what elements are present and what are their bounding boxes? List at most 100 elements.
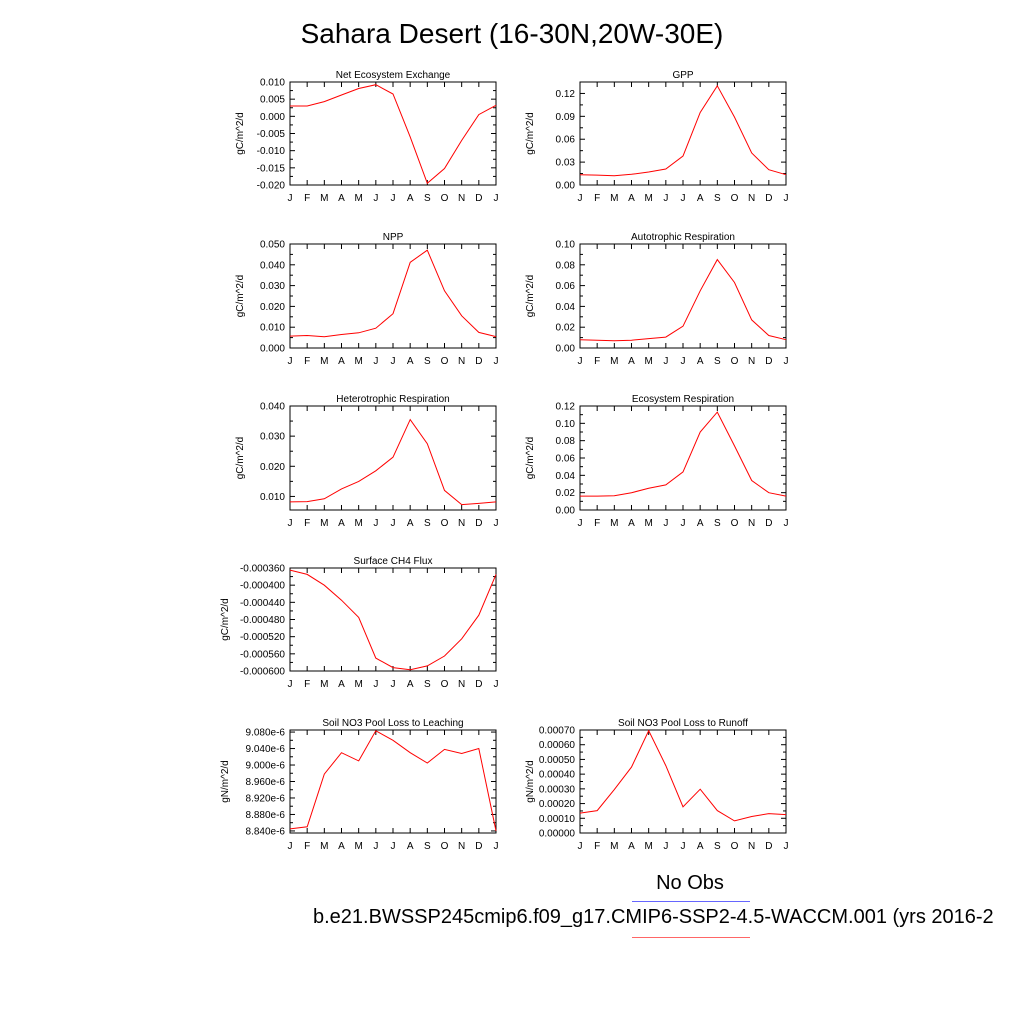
x-tick-label: M [644,356,652,367]
x-tick-label: S [424,518,431,529]
x-tick-label: O [731,356,739,367]
legend-model-line [632,937,750,938]
x-tick-label: M [354,356,362,367]
y-tick-label: 9.080e-6 [246,728,286,739]
y-axis-label: gN/m^2/d [525,760,536,803]
legend-model-label: b.e21.BWSSP245cmip6.f09_g17.CMIP6-SSP2-4… [313,906,994,928]
x-tick-label: O [731,518,739,529]
x-tick-label: A [407,356,414,367]
x-tick-label: M [610,518,618,529]
plot-frame [579,81,787,186]
x-tick-label: J [373,193,378,204]
plot-frame [579,243,787,349]
x-tick-label: A [628,193,635,204]
plot-frame [289,81,497,186]
y-tick-label: 0.00 [556,344,576,355]
plot-frame [579,405,787,511]
series-line [289,730,497,832]
plot-frame [289,729,497,834]
x-tick-label: J [288,356,293,367]
x-tick-label: A [697,841,704,852]
plot-frame [579,729,787,834]
x-tick-label: J [494,841,499,852]
y-tick-label: 0.020 [260,462,285,473]
y-tick-label: -0.000480 [240,615,285,626]
y-axis-label: gC/m^2/d [235,275,246,318]
x-tick-label: M [320,356,328,367]
y-tick-label: 9.040e-6 [246,744,286,755]
x-tick-label: J [663,841,668,852]
panel-title: Heterotrophic Respiration [336,394,449,405]
panel-title: Surface CH4 Flux [354,556,433,567]
figure-title: Sahara Desert (16-30N,20W-30E) [300,18,724,49]
x-tick-label: O [441,841,449,852]
plot-frame [289,243,497,349]
x-tick-label: J [681,356,686,367]
y-tick-label: 0.09 [556,112,576,123]
x-tick-label: J [578,193,583,204]
y-tick-label: 0.08 [556,436,576,447]
x-tick-label: N [458,679,465,690]
y-tick-label: 0.04 [556,471,576,482]
x-tick-label: M [610,193,618,204]
x-tick-label: J [681,841,686,852]
x-tick-label: M [320,193,328,204]
y-tick-label: -0.000520 [240,632,285,643]
y-tick-label: 0.00000 [539,829,576,840]
x-tick-label: J [784,518,789,529]
panel-title: GPP [672,70,693,81]
y-tick-label: 0.000 [260,112,285,123]
y-tick-label: 0.00050 [539,755,576,766]
y-tick-label: 0.08 [556,260,576,271]
x-tick-label: S [714,356,721,367]
x-tick-label: J [288,679,293,690]
y-axis-label: gN/m^2/d [220,760,231,803]
x-tick-label: M [644,518,652,529]
y-tick-label: 0.00020 [539,799,576,810]
y-tick-label: 0.12 [556,89,576,100]
y-tick-label: 0.040 [260,260,285,271]
y-axis-label: gC/m^2/d [220,598,231,641]
x-tick-label: J [373,679,378,690]
x-tick-label: O [441,518,449,529]
x-tick-label: M [610,356,618,367]
x-tick-label: J [784,841,789,852]
y-tick-label: 0.010 [260,78,285,89]
x-tick-label: S [424,356,431,367]
y-tick-label: 0.010 [260,492,285,503]
x-tick-label: A [407,518,414,529]
x-tick-label: S [424,841,431,852]
x-tick-label: M [354,518,362,529]
plot-frame [289,405,497,511]
y-tick-label: -0.015 [257,163,286,174]
x-tick-label: A [338,841,345,852]
y-tick-label: -0.020 [257,181,286,192]
y-axis-label: gC/m^2/d [525,112,536,155]
x-tick-label: A [338,679,345,690]
x-tick-label: D [765,356,772,367]
y-tick-label: 0.005 [260,95,285,106]
x-tick-label: M [320,841,328,852]
x-tick-label: A [628,841,635,852]
x-tick-label: F [304,193,310,204]
x-tick-label: D [475,356,482,367]
x-tick-label: J [288,841,293,852]
x-tick-label: F [594,193,600,204]
x-tick-label: F [304,841,310,852]
x-tick-label: J [391,518,396,529]
series-line [289,418,497,506]
x-tick-label: O [441,679,449,690]
y-tick-label: 0.00040 [539,770,576,781]
x-tick-label: A [697,518,704,529]
x-tick-label: O [731,841,739,852]
x-tick-label: J [288,518,293,529]
x-tick-label: M [354,679,362,690]
x-tick-label: J [373,841,378,852]
x-tick-label: A [407,193,414,204]
x-tick-label: A [338,356,345,367]
y-tick-label: 8.920e-6 [246,793,286,804]
x-tick-label: N [748,356,755,367]
